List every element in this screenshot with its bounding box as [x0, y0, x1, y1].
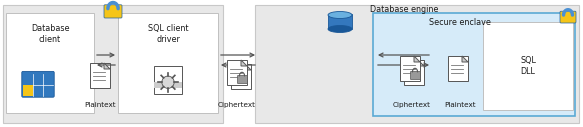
Polygon shape — [418, 60, 424, 66]
Bar — [118, 13, 218, 113]
Bar — [154, 66, 182, 94]
Bar — [6, 13, 94, 113]
Bar — [328, 14, 352, 29]
FancyBboxPatch shape — [410, 72, 420, 80]
Bar — [227, 60, 247, 85]
Text: Plaintext: Plaintext — [84, 102, 116, 108]
FancyBboxPatch shape — [104, 5, 122, 18]
Bar — [154, 82, 182, 88]
Polygon shape — [104, 63, 110, 69]
Ellipse shape — [328, 12, 352, 19]
Text: Ciphertext: Ciphertext — [393, 102, 431, 108]
Text: Secure enclave: Secure enclave — [429, 18, 491, 27]
Bar — [404, 60, 424, 85]
Bar — [255, 5, 579, 123]
Text: Database engine: Database engine — [370, 5, 438, 14]
Circle shape — [162, 76, 174, 88]
Text: SQL
DLL: SQL DLL — [520, 56, 536, 76]
Bar — [231, 64, 251, 89]
Text: Database
client: Database client — [31, 24, 69, 44]
Polygon shape — [462, 56, 468, 62]
Bar — [23, 85, 33, 96]
Bar — [373, 13, 575, 116]
Bar — [90, 63, 110, 88]
Polygon shape — [241, 60, 247, 66]
Polygon shape — [414, 56, 420, 62]
Polygon shape — [245, 64, 251, 70]
Ellipse shape — [328, 26, 352, 33]
Bar — [3, 5, 223, 123]
Bar — [483, 22, 573, 110]
Text: Ciphertext: Ciphertext — [218, 102, 256, 108]
FancyBboxPatch shape — [237, 75, 248, 83]
Text: Plaintext: Plaintext — [444, 102, 476, 108]
FancyBboxPatch shape — [560, 11, 576, 23]
Text: SQL client
driver: SQL client driver — [147, 24, 188, 44]
Bar — [400, 56, 420, 81]
Bar — [448, 56, 468, 81]
FancyBboxPatch shape — [22, 71, 54, 97]
